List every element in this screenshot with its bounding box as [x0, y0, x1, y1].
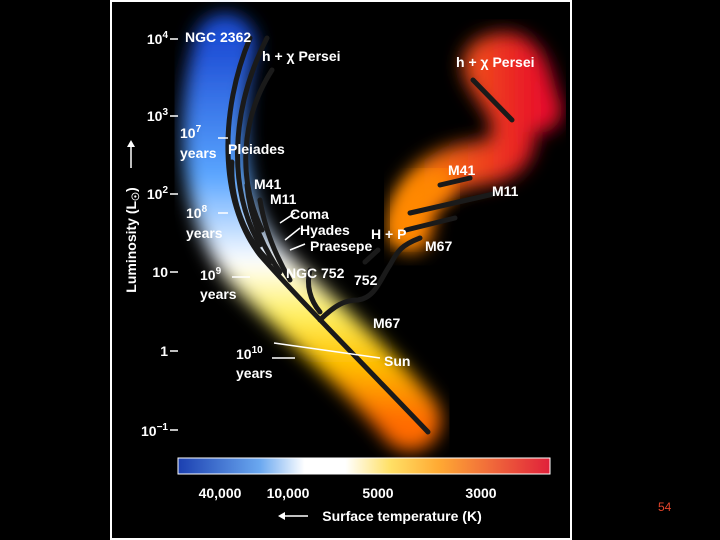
age-1e10: 1010 [236, 345, 263, 362]
label-hx-persei-top: h + χ Persei [262, 48, 341, 64]
age-1e7: 107 [180, 124, 202, 141]
label-praesepe: Praesepe [310, 238, 372, 254]
y-axis-title: Luminosity (L☉) [123, 187, 142, 292]
age-1e8: 108 [186, 204, 208, 221]
label-m41-right: M41 [448, 162, 475, 178]
label-hx-persei-right: h + χ Persei [456, 54, 535, 70]
track-m41 [244, 182, 283, 275]
y-axis-title-group: Luminosity (L☉) [123, 140, 142, 293]
label-m11-right: M11 [492, 183, 519, 199]
track-m11-giant [407, 190, 501, 216]
track-m41-giant [437, 175, 473, 188]
label-m41-left: M41 [254, 176, 281, 192]
age-1e7-unit: years [180, 145, 217, 161]
y-tick-1e2: 102 [147, 185, 169, 202]
track-m11-giant-2 [403, 215, 458, 233]
track-ngc752 [305, 267, 323, 315]
y-axis-arrow-icon [127, 140, 135, 147]
hr-diagram: 104 103 102 10 1 10−1 Luminosity (L☉) 40… [110, 0, 572, 540]
x-tick-3000: 3000 [465, 485, 496, 501]
track-752-giant [362, 247, 381, 265]
label-m67-right: M67 [425, 238, 452, 254]
label-coma: Coma [290, 206, 329, 222]
y-axis-tick-marks [170, 38, 178, 431]
y-tick-10: 10 [152, 264, 168, 280]
track-pleiades [229, 159, 273, 265]
x-axis-title: Surface temperature (K) [322, 508, 482, 524]
slide-number: 54 [658, 500, 672, 514]
label-m11-left: M11 [270, 191, 297, 207]
y-tick-1e3: 103 [147, 107, 169, 124]
label-ngc-752: NGC 752 [286, 265, 345, 281]
track-ngc2362 [235, 35, 270, 248]
x-tick-40000: 40,000 [199, 485, 242, 501]
y-tick-1e4: 104 [147, 30, 169, 47]
label-ngc-2362: NGC 2362 [185, 29, 251, 45]
age-1e9: 109 [200, 266, 222, 283]
x-tick-5000: 5000 [362, 485, 393, 501]
label-752: 752 [354, 272, 378, 288]
age-1e10-unit: years [236, 365, 273, 381]
cluster-tracks [225, 35, 515, 435]
track-hx-persei [243, 67, 275, 233]
hr-diagram-figure: 104 103 102 10 1 10−1 Luminosity (L☉) 40… [110, 0, 572, 540]
main-sequence-band [183, 14, 441, 451]
age-1e8-unit: years [186, 225, 223, 241]
label-m67-bottom: M67 [373, 315, 400, 331]
age-1e9-unit: years [200, 286, 237, 302]
y-tick-1e-1: 10−1 [141, 422, 168, 439]
temperature-color-bar [177, 457, 551, 475]
label-pleiades: Pleiades [228, 141, 285, 157]
x-axis-arrow-icon [278, 512, 285, 520]
label-h-plus-p: H + P [371, 226, 406, 242]
track-m67 [317, 235, 423, 323]
track-hx-persei-giant [470, 77, 515, 123]
label-pointers [218, 137, 381, 359]
track-m11 [257, 197, 293, 283]
label-hyades: Hyades [300, 222, 350, 238]
label-sun: Sun [384, 353, 410, 369]
x-tick-10000: 10,000 [267, 485, 310, 501]
y-tick-1: 1 [160, 343, 168, 359]
